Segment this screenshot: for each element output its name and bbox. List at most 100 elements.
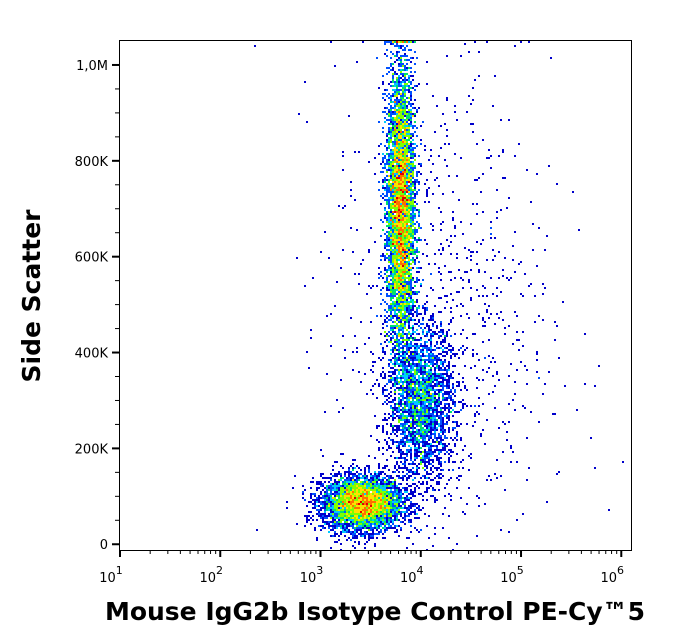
event-dot	[352, 545, 354, 547]
event-dot	[396, 517, 398, 519]
event-dot	[396, 487, 398, 489]
event-dot	[406, 487, 408, 489]
event-dot	[406, 217, 408, 219]
event-dot	[476, 387, 478, 389]
event-dot	[356, 513, 358, 515]
event-dot	[398, 377, 400, 379]
event-dot	[380, 303, 382, 305]
event-dot	[406, 401, 408, 403]
event-dot	[386, 505, 388, 507]
event-dot	[400, 285, 402, 287]
event-dot	[404, 87, 406, 89]
event-dot	[392, 425, 394, 427]
event-dot	[320, 481, 322, 483]
event-dot	[410, 471, 412, 473]
event-dot	[386, 169, 388, 171]
event-dot	[502, 177, 504, 179]
event-dot	[406, 409, 408, 411]
event-dot	[408, 477, 410, 479]
event-dot	[418, 213, 420, 215]
event-dot	[400, 241, 402, 243]
event-dot	[494, 473, 496, 475]
event-dot	[322, 473, 324, 475]
event-dot	[390, 379, 392, 381]
event-dot	[374, 485, 376, 487]
event-dot	[404, 103, 406, 105]
event-dot	[394, 525, 396, 527]
event-dot	[368, 521, 370, 523]
event-dot	[360, 507, 362, 509]
event-dot	[400, 141, 402, 143]
event-dot	[394, 313, 396, 315]
event-dot	[396, 85, 398, 87]
event-dot	[524, 273, 526, 275]
event-dot	[416, 347, 418, 349]
event-dot	[356, 497, 358, 499]
event-dot	[404, 423, 406, 425]
event-dot	[382, 299, 384, 301]
event-dot	[360, 469, 362, 471]
event-dot	[402, 479, 404, 481]
event-dot	[394, 205, 396, 207]
event-dot	[418, 379, 420, 381]
event-dot	[388, 393, 390, 395]
event-dot	[406, 415, 408, 417]
event-dot	[434, 411, 436, 413]
event-dot	[398, 509, 400, 511]
event-dot	[402, 259, 404, 261]
event-dot	[384, 43, 386, 45]
event-dot	[408, 147, 410, 149]
event-dot	[350, 489, 352, 491]
event-dot	[420, 385, 422, 387]
event-dot	[402, 273, 404, 275]
event-dot	[386, 277, 388, 279]
event-dot	[394, 151, 396, 153]
event-dot	[308, 519, 310, 521]
event-dot	[350, 525, 352, 527]
event-dot	[344, 525, 346, 527]
event-dot	[376, 519, 378, 521]
event-dot	[402, 189, 404, 191]
event-dot	[382, 521, 384, 523]
event-dot	[400, 189, 402, 191]
event-dot	[364, 473, 366, 475]
event-dot	[404, 111, 406, 113]
event-dot	[324, 495, 326, 497]
event-dot	[400, 279, 402, 281]
event-dot	[400, 105, 402, 107]
event-dot	[358, 521, 360, 523]
event-dot	[430, 453, 432, 455]
event-dot	[394, 131, 396, 133]
event-dot	[438, 391, 440, 393]
event-dot	[328, 513, 330, 515]
event-dot	[354, 459, 356, 461]
event-dot	[404, 221, 406, 223]
event-dot	[410, 259, 412, 261]
event-dot	[374, 479, 376, 481]
event-dot	[440, 421, 442, 423]
event-dot	[398, 333, 400, 335]
event-dot	[394, 179, 396, 181]
event-dot	[380, 479, 382, 481]
event-dot	[338, 507, 340, 509]
event-dot	[378, 277, 380, 279]
event-dot	[424, 385, 426, 387]
event-dot	[330, 473, 332, 475]
event-dot	[410, 519, 412, 521]
event-dot	[402, 203, 404, 205]
event-dot	[476, 179, 478, 181]
event-dot	[340, 477, 342, 479]
event-dot	[404, 181, 406, 183]
event-dot	[422, 379, 424, 381]
event-dot	[496, 217, 498, 219]
event-dot	[372, 521, 374, 523]
event-dot	[320, 251, 322, 253]
event-dot	[400, 283, 402, 285]
event-dot	[444, 409, 446, 411]
event-dot	[390, 503, 392, 505]
event-dot	[400, 497, 402, 499]
event-dot	[326, 517, 328, 519]
event-dot	[354, 485, 356, 487]
event-dot	[402, 161, 404, 163]
event-dot	[408, 325, 410, 327]
